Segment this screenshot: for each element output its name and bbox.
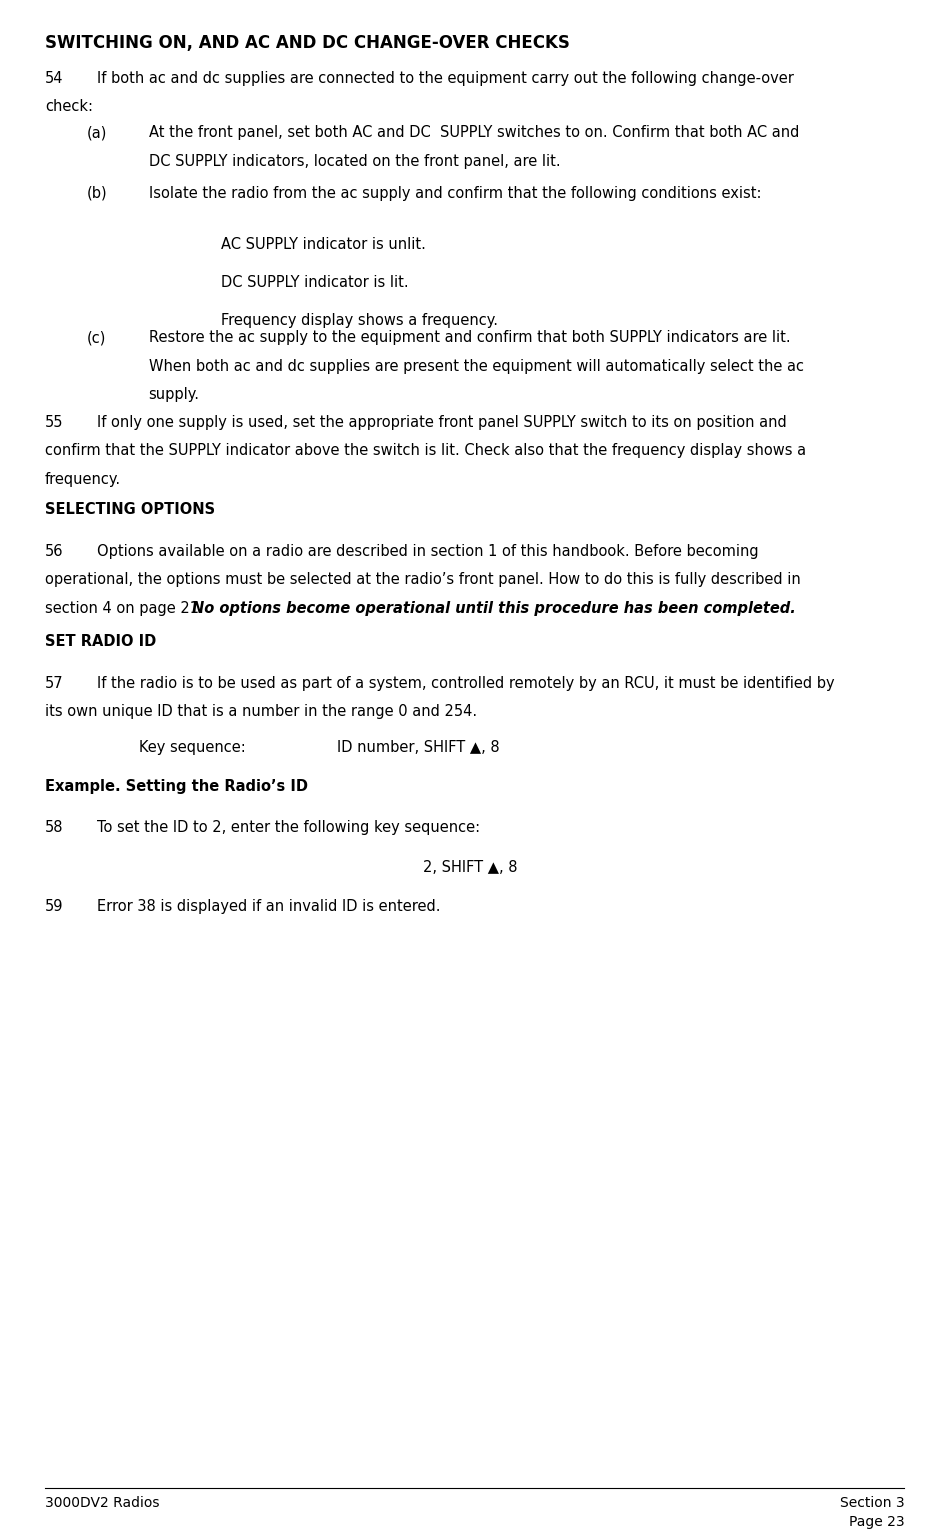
Text: DC SUPPLY indicators, located on the front panel, are lit.: DC SUPPLY indicators, located on the fro… <box>149 154 560 169</box>
Text: ID number, SHIFT ▲, 8: ID number, SHIFT ▲, 8 <box>337 740 499 754</box>
Text: Isolate the radio from the ac supply and confirm that the following conditions e: Isolate the radio from the ac supply and… <box>149 186 761 201</box>
Text: 59: 59 <box>45 900 64 914</box>
Text: AC SUPPLY indicator is unlit.: AC SUPPLY indicator is unlit. <box>221 237 426 252</box>
Text: section 4 on page 21.: section 4 on page 21. <box>45 601 209 616</box>
Text: No options become operational until this procedure has been completed.: No options become operational until this… <box>193 601 796 616</box>
Text: Section 3: Section 3 <box>839 1496 904 1510</box>
Text: At the front panel, set both AC and DC  SUPPLY switches to on. Confirm that both: At the front panel, set both AC and DC S… <box>149 126 799 140</box>
Text: When both ac and dc supplies are present the equipment will automatically select: When both ac and dc supplies are present… <box>149 359 804 373</box>
Text: confirm that the SUPPLY indicator above the switch is lit. Check also that the f: confirm that the SUPPLY indicator above … <box>45 442 807 458</box>
Text: (c): (c) <box>86 330 106 346</box>
Text: If the radio is to be used as part of a system, controlled remotely by an RCU, i: If the radio is to be used as part of a … <box>97 676 835 691</box>
Text: Example. Setting the Radio’s ID: Example. Setting the Radio’s ID <box>45 779 308 794</box>
Text: (a): (a) <box>86 126 107 140</box>
Text: To set the ID to 2, enter the following key sequence:: To set the ID to 2, enter the following … <box>97 820 480 836</box>
Text: (b): (b) <box>86 186 107 201</box>
Text: 2, SHIFT ▲, 8: 2, SHIFT ▲, 8 <box>423 860 517 876</box>
Text: Options available on a radio are described in section 1 of this handbook. Before: Options available on a radio are describ… <box>97 544 759 559</box>
Text: 57: 57 <box>45 676 64 691</box>
Text: supply.: supply. <box>149 387 199 402</box>
Text: 55: 55 <box>45 415 64 430</box>
Text: Key sequence:: Key sequence: <box>139 740 246 754</box>
Text: 56: 56 <box>45 544 64 559</box>
Text: operational, the options must be selected at the radio’s front panel. How to do : operational, the options must be selecte… <box>45 571 801 587</box>
Text: SWITCHING ON, AND AC AND DC CHANGE-OVER CHECKS: SWITCHING ON, AND AC AND DC CHANGE-OVER … <box>45 34 570 52</box>
Text: SET RADIO ID: SET RADIO ID <box>45 634 156 650</box>
Text: Page 23: Page 23 <box>849 1514 904 1530</box>
Text: 58: 58 <box>45 820 64 836</box>
Text: If both ac and dc supplies are connected to the equipment carry out the followin: If both ac and dc supplies are connected… <box>97 71 793 86</box>
Text: frequency.: frequency. <box>45 472 121 487</box>
Text: 54: 54 <box>45 71 64 86</box>
Text: Error 38 is displayed if an invalid ID is entered.: Error 38 is displayed if an invalid ID i… <box>97 900 440 914</box>
Text: Frequency display shows a frequency.: Frequency display shows a frequency. <box>221 313 498 327</box>
Text: check:: check: <box>45 100 93 114</box>
Text: its own unique ID that is a number in the range 0 and 254.: its own unique ID that is a number in th… <box>45 703 478 719</box>
Text: SELECTING OPTIONS: SELECTING OPTIONS <box>45 502 215 518</box>
Text: 3000DV2 Radios: 3000DV2 Radios <box>45 1496 160 1510</box>
Text: DC SUPPLY indicator is lit.: DC SUPPLY indicator is lit. <box>221 275 409 290</box>
Text: If only one supply is used, set the appropriate front panel SUPPLY switch to its: If only one supply is used, set the appr… <box>97 415 787 430</box>
Text: Restore the ac supply to the equipment and confirm that both SUPPLY indicators a: Restore the ac supply to the equipment a… <box>149 330 791 346</box>
